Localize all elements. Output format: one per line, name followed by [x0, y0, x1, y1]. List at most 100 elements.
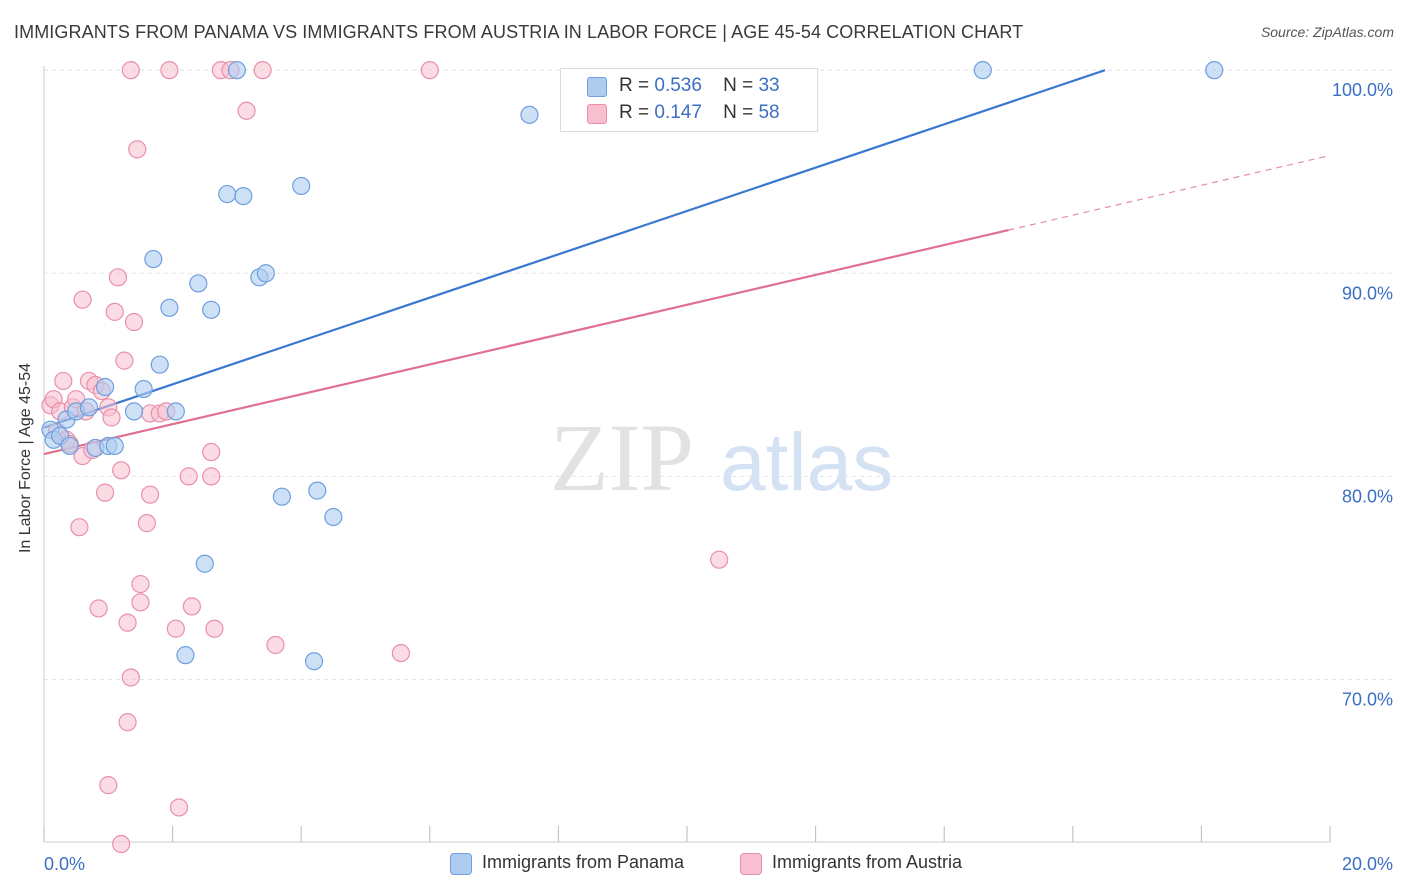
austria-point	[202, 467, 221, 486]
austria-point	[160, 61, 179, 80]
panama-point	[234, 186, 253, 206]
chart-title: IMMIGRANTS FROM PANAMA VS IMMIGRANTS FRO…	[14, 22, 1024, 42]
austria-point	[140, 485, 160, 504]
panama-point	[124, 402, 144, 421]
austria-point	[112, 834, 131, 854]
austria-point	[202, 442, 221, 462]
austria-legend-label: Immigrants from Austria	[772, 852, 963, 872]
panama-trendline	[43, 69, 1106, 429]
panama-point	[308, 481, 327, 500]
trendlines-layer	[43, 69, 1331, 456]
r-label: R =	[619, 75, 650, 96]
austria-legend-swatch	[740, 853, 762, 875]
panama-point	[160, 298, 179, 317]
austria-point	[237, 101, 256, 120]
panama-point	[202, 300, 221, 319]
panama-point	[218, 184, 237, 204]
panama-point	[166, 402, 185, 421]
panama-point	[95, 377, 115, 397]
panama-point	[105, 436, 124, 456]
panama-legend-swatch	[450, 853, 472, 875]
austria-point	[124, 312, 144, 332]
austria-trendline	[43, 229, 1009, 456]
austria-point	[253, 61, 272, 80]
austria-point	[73, 290, 92, 309]
austria-point	[131, 574, 150, 594]
panama-points-layer	[41, 61, 1224, 671]
panama-legend-label: Immigrants from Panama	[482, 852, 685, 872]
austria-point	[95, 483, 115, 502]
austria-trendline-extension	[1008, 154, 1331, 231]
austria-point	[137, 514, 156, 533]
austria-point	[128, 140, 147, 159]
panama-point	[60, 436, 79, 456]
n-label: N =	[723, 75, 754, 96]
x-tick-label-min: 0.0%	[44, 854, 85, 874]
panama-point	[227, 61, 246, 80]
y-tick-labels: 70.0% 80.0% 90.0% 100.0%	[1332, 80, 1393, 709]
austria-point	[121, 668, 140, 687]
panama-point	[189, 274, 208, 293]
panama-point	[520, 105, 539, 124]
austria-point	[118, 613, 137, 632]
austria-point	[118, 713, 137, 732]
y-tick-label: 70.0%	[1342, 690, 1393, 710]
panama-point	[79, 398, 99, 417]
panama-point	[176, 646, 195, 665]
austria-point	[166, 619, 185, 638]
austria-point	[391, 644, 410, 663]
r-value-austria: 0.147	[654, 102, 702, 123]
watermark: ZIP atlas	[550, 404, 893, 511]
n-value-austria: 58	[758, 102, 780, 123]
austria-point	[131, 593, 150, 612]
y-tick-label: 80.0%	[1342, 486, 1393, 506]
panama-point	[973, 61, 992, 80]
panama-swatch	[587, 77, 607, 97]
austria-point	[99, 776, 118, 795]
panama-point	[144, 249, 163, 269]
legend-text-austria: R = 0.147 N = 58	[619, 102, 780, 124]
austria-point	[420, 61, 439, 80]
austria-point	[121, 61, 140, 80]
panama-point	[195, 554, 214, 573]
watermark-atlas: atlas	[720, 417, 893, 508]
austria-point	[205, 619, 224, 638]
austria-point	[115, 351, 134, 370]
grid-layer	[44, 69, 1395, 681]
r-label: R =	[619, 102, 650, 123]
panama-point	[272, 487, 292, 506]
x-tick-labels: 0.0% 20.0%	[44, 854, 1393, 874]
austria-swatch	[587, 104, 607, 124]
austria-point	[89, 599, 108, 618]
source-label: Source: ZipAtlas.com	[1260, 24, 1394, 40]
austria-point	[169, 798, 189, 817]
panama-point	[150, 355, 169, 374]
austria-point	[105, 302, 124, 321]
x-tick-label-max: 20.0%	[1342, 854, 1393, 874]
correlation-legend: R = 0.536 N = 33 R = 0.147 N = 58	[560, 68, 818, 132]
r-value-panama: 0.536	[654, 75, 702, 96]
y-axis-label: In Labor Force | Age 45-54	[17, 362, 34, 554]
panama-point	[256, 264, 275, 283]
austria-point	[182, 597, 201, 616]
y-tick-label: 90.0%	[1342, 283, 1393, 303]
n-label: N =	[723, 102, 754, 123]
y-tick-label: 100.0%	[1332, 80, 1393, 100]
austria-point	[70, 518, 89, 537]
watermark-zip: ZIP	[550, 404, 694, 511]
austria-point	[102, 408, 121, 427]
panama-point	[1205, 61, 1224, 80]
legend-text-panama: R = 0.536 N = 33	[619, 75, 780, 97]
panama-point	[304, 652, 324, 671]
panama-point	[134, 379, 153, 399]
panama-point	[324, 507, 343, 527]
austria-point	[179, 467, 198, 486]
austria-point	[54, 371, 73, 391]
austria-point	[108, 268, 128, 287]
austria-point	[266, 635, 285, 655]
panama-point	[292, 176, 311, 196]
n-value-panama: 33	[758, 75, 780, 96]
austria-point	[710, 550, 729, 569]
austria-point	[112, 461, 131, 480]
